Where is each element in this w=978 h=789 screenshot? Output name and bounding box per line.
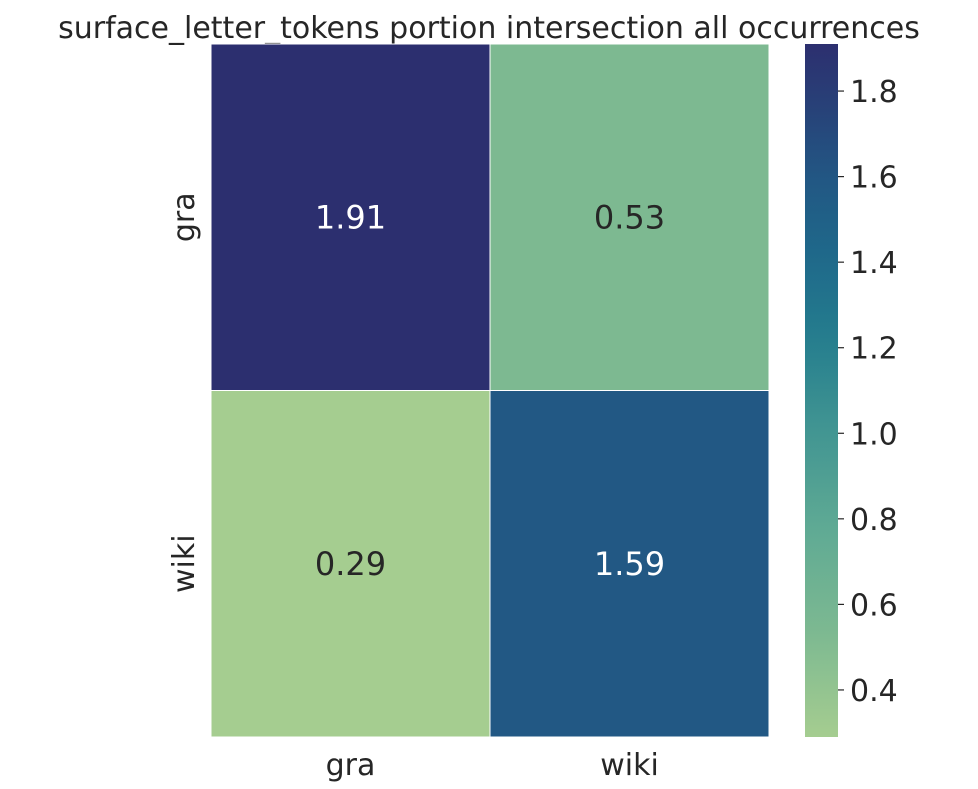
x-tick-label: wiki xyxy=(600,748,659,783)
heatmap-cell-wiki-gra xyxy=(210,390,491,738)
chart-title: surface_letter_tokens portion intersecti… xyxy=(58,11,920,46)
colorbar-tick-label: 1.4 xyxy=(850,246,898,281)
colorbar-tick-label: 0.6 xyxy=(850,588,898,623)
colorbar-tick-label: 0.4 xyxy=(850,674,898,709)
x-tick-label: gra xyxy=(326,748,376,783)
cell-value-label: 1.59 xyxy=(594,545,665,583)
heatmap-cell-labels: 1.91 0.53 0.29 1.59 xyxy=(315,198,665,583)
heatmap-cell-wiki-wiki xyxy=(489,390,770,738)
cell-value-label: 0.53 xyxy=(594,198,665,236)
y-axis-tick-labels: gra wiki xyxy=(167,192,202,593)
colorbar-tick-label: 0.8 xyxy=(850,503,898,538)
x-axis-tick-labels: gra wiki xyxy=(326,748,659,783)
heatmap-cell-gra-wiki xyxy=(489,43,770,391)
y-tick-label: gra xyxy=(167,192,202,242)
heatmap-cells xyxy=(210,43,770,738)
colorbar-tick-label: 1.0 xyxy=(850,417,898,452)
colorbar-gradient xyxy=(805,44,838,737)
y-tick-label: wiki xyxy=(167,534,202,593)
cell-value-label: 0.29 xyxy=(315,545,386,583)
cell-value-label: 1.91 xyxy=(315,198,386,236)
colorbar-tick-label: 1.8 xyxy=(850,75,898,110)
colorbar-tick-label: 1.6 xyxy=(850,161,898,196)
colorbar: 0.4 0.6 0.8 1.0 1.2 1.4 1.6 1.8 xyxy=(805,44,898,737)
heatmap-cell-gra-gra xyxy=(210,43,491,391)
colorbar-tick-label: 1.2 xyxy=(850,332,898,367)
